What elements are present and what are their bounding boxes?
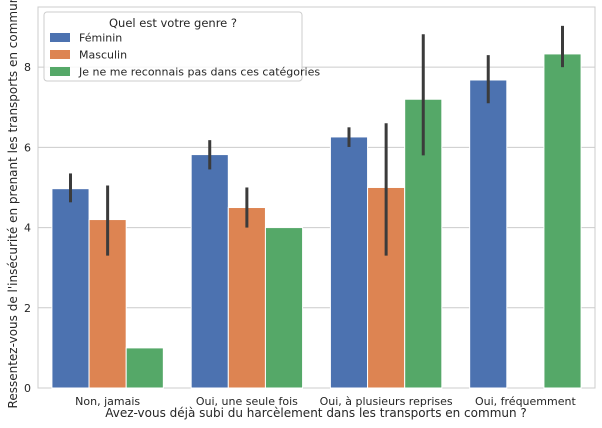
legend: Quel est votre genre ? Féminin Masculin Je… [43,11,320,82]
y-tick-label: 6 [24,141,31,154]
y-tick-label: 2 [24,302,31,315]
legend-title: Quel est votre genre ? [109,16,237,30]
y-tick-label: 8 [24,61,31,74]
legend-entry: Masculin [79,49,127,62]
x-tick-label: Oui, à plusieurs reprises [320,395,453,408]
legend-entry: Féminin [79,32,122,45]
legend-swatch [50,50,70,59]
x-tick-label: Oui, fréquemment [475,395,576,408]
x-tick-label: Non, jamais [75,395,140,408]
bar [329,136,369,389]
x-tick-label: Oui, une seule fois [196,395,298,408]
bar [51,188,90,389]
y-tick-label: 0 [24,382,31,395]
x-tick-labels: Non, jamais Oui, une seule fois Oui, à plu… [75,395,576,408]
bar [469,79,508,389]
x-axis-label: Avez-vous déjà subi du harcèlement dans … [105,406,527,420]
bar [125,347,164,389]
bars-group [51,53,582,389]
bar [543,53,582,389]
y-tick-labels: 0 2 4 6 8 [24,61,31,395]
y-tick-label: 4 [24,222,31,235]
bar [264,227,304,389]
legend-frame [43,11,303,82]
legend-items: Féminin Masculin Je ne me reconnais pas da… [50,32,320,79]
bar [227,207,266,389]
legend-swatch [50,67,70,76]
legend-entry: Je ne me reconnais pas dans ces catégori… [78,66,320,79]
errorbars-group [68,25,565,256]
legend-swatch [50,33,70,42]
bar [190,154,229,389]
y-axis-label: Ressentez-vous de l'insécurité en prenan… [6,0,20,408]
